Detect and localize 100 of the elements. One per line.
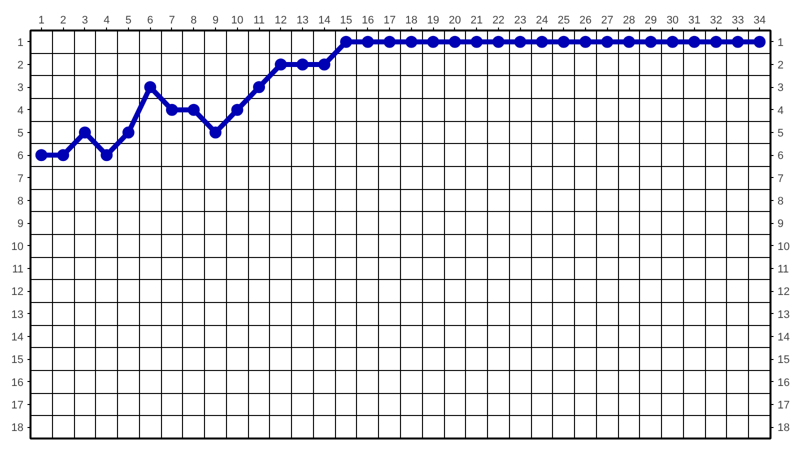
x-tick-label: 5 — [125, 14, 132, 26]
x-tick-label: 23 — [514, 14, 526, 26]
x-tick-label: 2 — [60, 14, 66, 26]
y2-tick-label: 1 — [778, 36, 784, 49]
x-tick-label: 29 — [644, 14, 657, 26]
x-tick-label: 26 — [579, 14, 592, 26]
x-tick-label: 27 — [601, 14, 614, 26]
x-tick-label: 14 — [318, 14, 330, 26]
point — [470, 36, 483, 48]
point — [188, 104, 200, 116]
y2-tick-label: 14 — [778, 332, 790, 344]
x-tick-label: 12 — [274, 14, 287, 26]
x-tick-label: 11 — [253, 14, 265, 26]
y-tick-label: 18 — [11, 422, 24, 434]
y-tick-label: 9 — [17, 218, 24, 230]
y2-tick-label: 9 — [778, 218, 784, 230]
y-tick-label: 11 — [12, 264, 24, 276]
x-tick-label: 16 — [362, 14, 374, 26]
x-tick-label: 8 — [190, 14, 197, 26]
point — [231, 104, 244, 116]
y-tick-label: 1 — [17, 36, 24, 49]
point — [601, 36, 614, 48]
point — [623, 36, 636, 48]
point — [166, 104, 178, 116]
x-tick-label: 15 — [340, 14, 352, 26]
point — [492, 36, 504, 48]
y2-tick-label: 2 — [778, 60, 784, 72]
x-tick-label: 17 — [384, 14, 396, 26]
point — [318, 58, 330, 70]
x-tick-label: 3 — [82, 14, 88, 26]
point — [296, 58, 309, 70]
point — [35, 149, 48, 162]
y-tick-label: 10 — [11, 240, 24, 253]
point — [144, 81, 156, 94]
point — [210, 126, 222, 138]
point — [427, 36, 440, 48]
x-tick-label: 33 — [732, 14, 744, 26]
y2-tick-label: 15 — [778, 354, 790, 366]
y-tick-label: 8 — [17, 196, 24, 208]
x-tick-label: 20 — [448, 14, 462, 26]
point — [644, 36, 657, 48]
point — [78, 126, 91, 138]
x-tick-label: 24 — [536, 14, 548, 26]
point — [536, 36, 548, 48]
y2-tick-label: 16 — [778, 376, 790, 389]
point — [754, 36, 766, 48]
point — [253, 81, 266, 94]
point — [688, 36, 700, 48]
point — [580, 36, 592, 48]
point — [514, 36, 526, 48]
y2-tick-label: 13 — [778, 308, 790, 321]
x-tick-label: 28 — [622, 14, 636, 26]
point — [405, 36, 418, 48]
x-tick-label: 13 — [296, 14, 309, 26]
y2-tick-label: 8 — [778, 196, 784, 208]
y2-tick-label: 5 — [778, 128, 784, 140]
x-tick-label: 4 — [104, 14, 110, 26]
y-tick-label: 17 — [11, 400, 24, 412]
x-tick-label: 22 — [492, 14, 505, 26]
y2-tick-label: 4 — [778, 104, 784, 117]
y2-tick-label: 12 — [778, 286, 790, 298]
point — [57, 149, 70, 162]
x-tick-label: 31 — [688, 14, 700, 26]
point — [340, 36, 352, 48]
x-tick-label: 34 — [754, 14, 766, 26]
y2-tick-label: 7 — [778, 172, 784, 185]
y-tick-label: 6 — [17, 150, 24, 162]
y-tick-label: 12 — [11, 286, 24, 298]
y2-tick-label: 17 — [778, 400, 790, 412]
y2-tick-label: 18 — [778, 422, 790, 434]
point — [710, 36, 722, 48]
y-tick-label: 7 — [17, 172, 24, 185]
point — [100, 149, 113, 162]
y-tick-label: 5 — [17, 128, 24, 140]
point — [362, 36, 374, 48]
y2-tick-label: 6 — [778, 150, 784, 162]
x-tick-label: 10 — [231, 14, 244, 26]
x-tick-label: 30 — [666, 14, 679, 26]
point — [732, 36, 744, 48]
point — [666, 36, 679, 48]
x-tick-label: 18 — [405, 14, 418, 26]
y2-tick-label: 10 — [778, 240, 790, 253]
y2-tick-label: 11 — [778, 264, 789, 276]
x-tick-label: 32 — [710, 14, 722, 26]
x-tick-label: 7 — [168, 14, 176, 26]
y-tick-label: 3 — [17, 82, 24, 94]
y2-tick-label: 3 — [778, 82, 784, 94]
y-tick-label: 13 — [11, 308, 24, 321]
y-tick-label: 16 — [11, 376, 24, 389]
point — [122, 126, 134, 138]
point — [448, 36, 461, 48]
x-tick-label: 1 — [38, 14, 44, 26]
point — [558, 36, 570, 48]
x-tick-label: 9 — [212, 14, 219, 26]
point — [274, 58, 287, 70]
x-tick-label: 25 — [558, 14, 570, 26]
x-tick-label: 21 — [470, 14, 483, 26]
y-tick-label: 2 — [17, 60, 24, 72]
y-tick-label: 15 — [11, 354, 24, 366]
y-tick-label: 14 — [11, 332, 24, 344]
